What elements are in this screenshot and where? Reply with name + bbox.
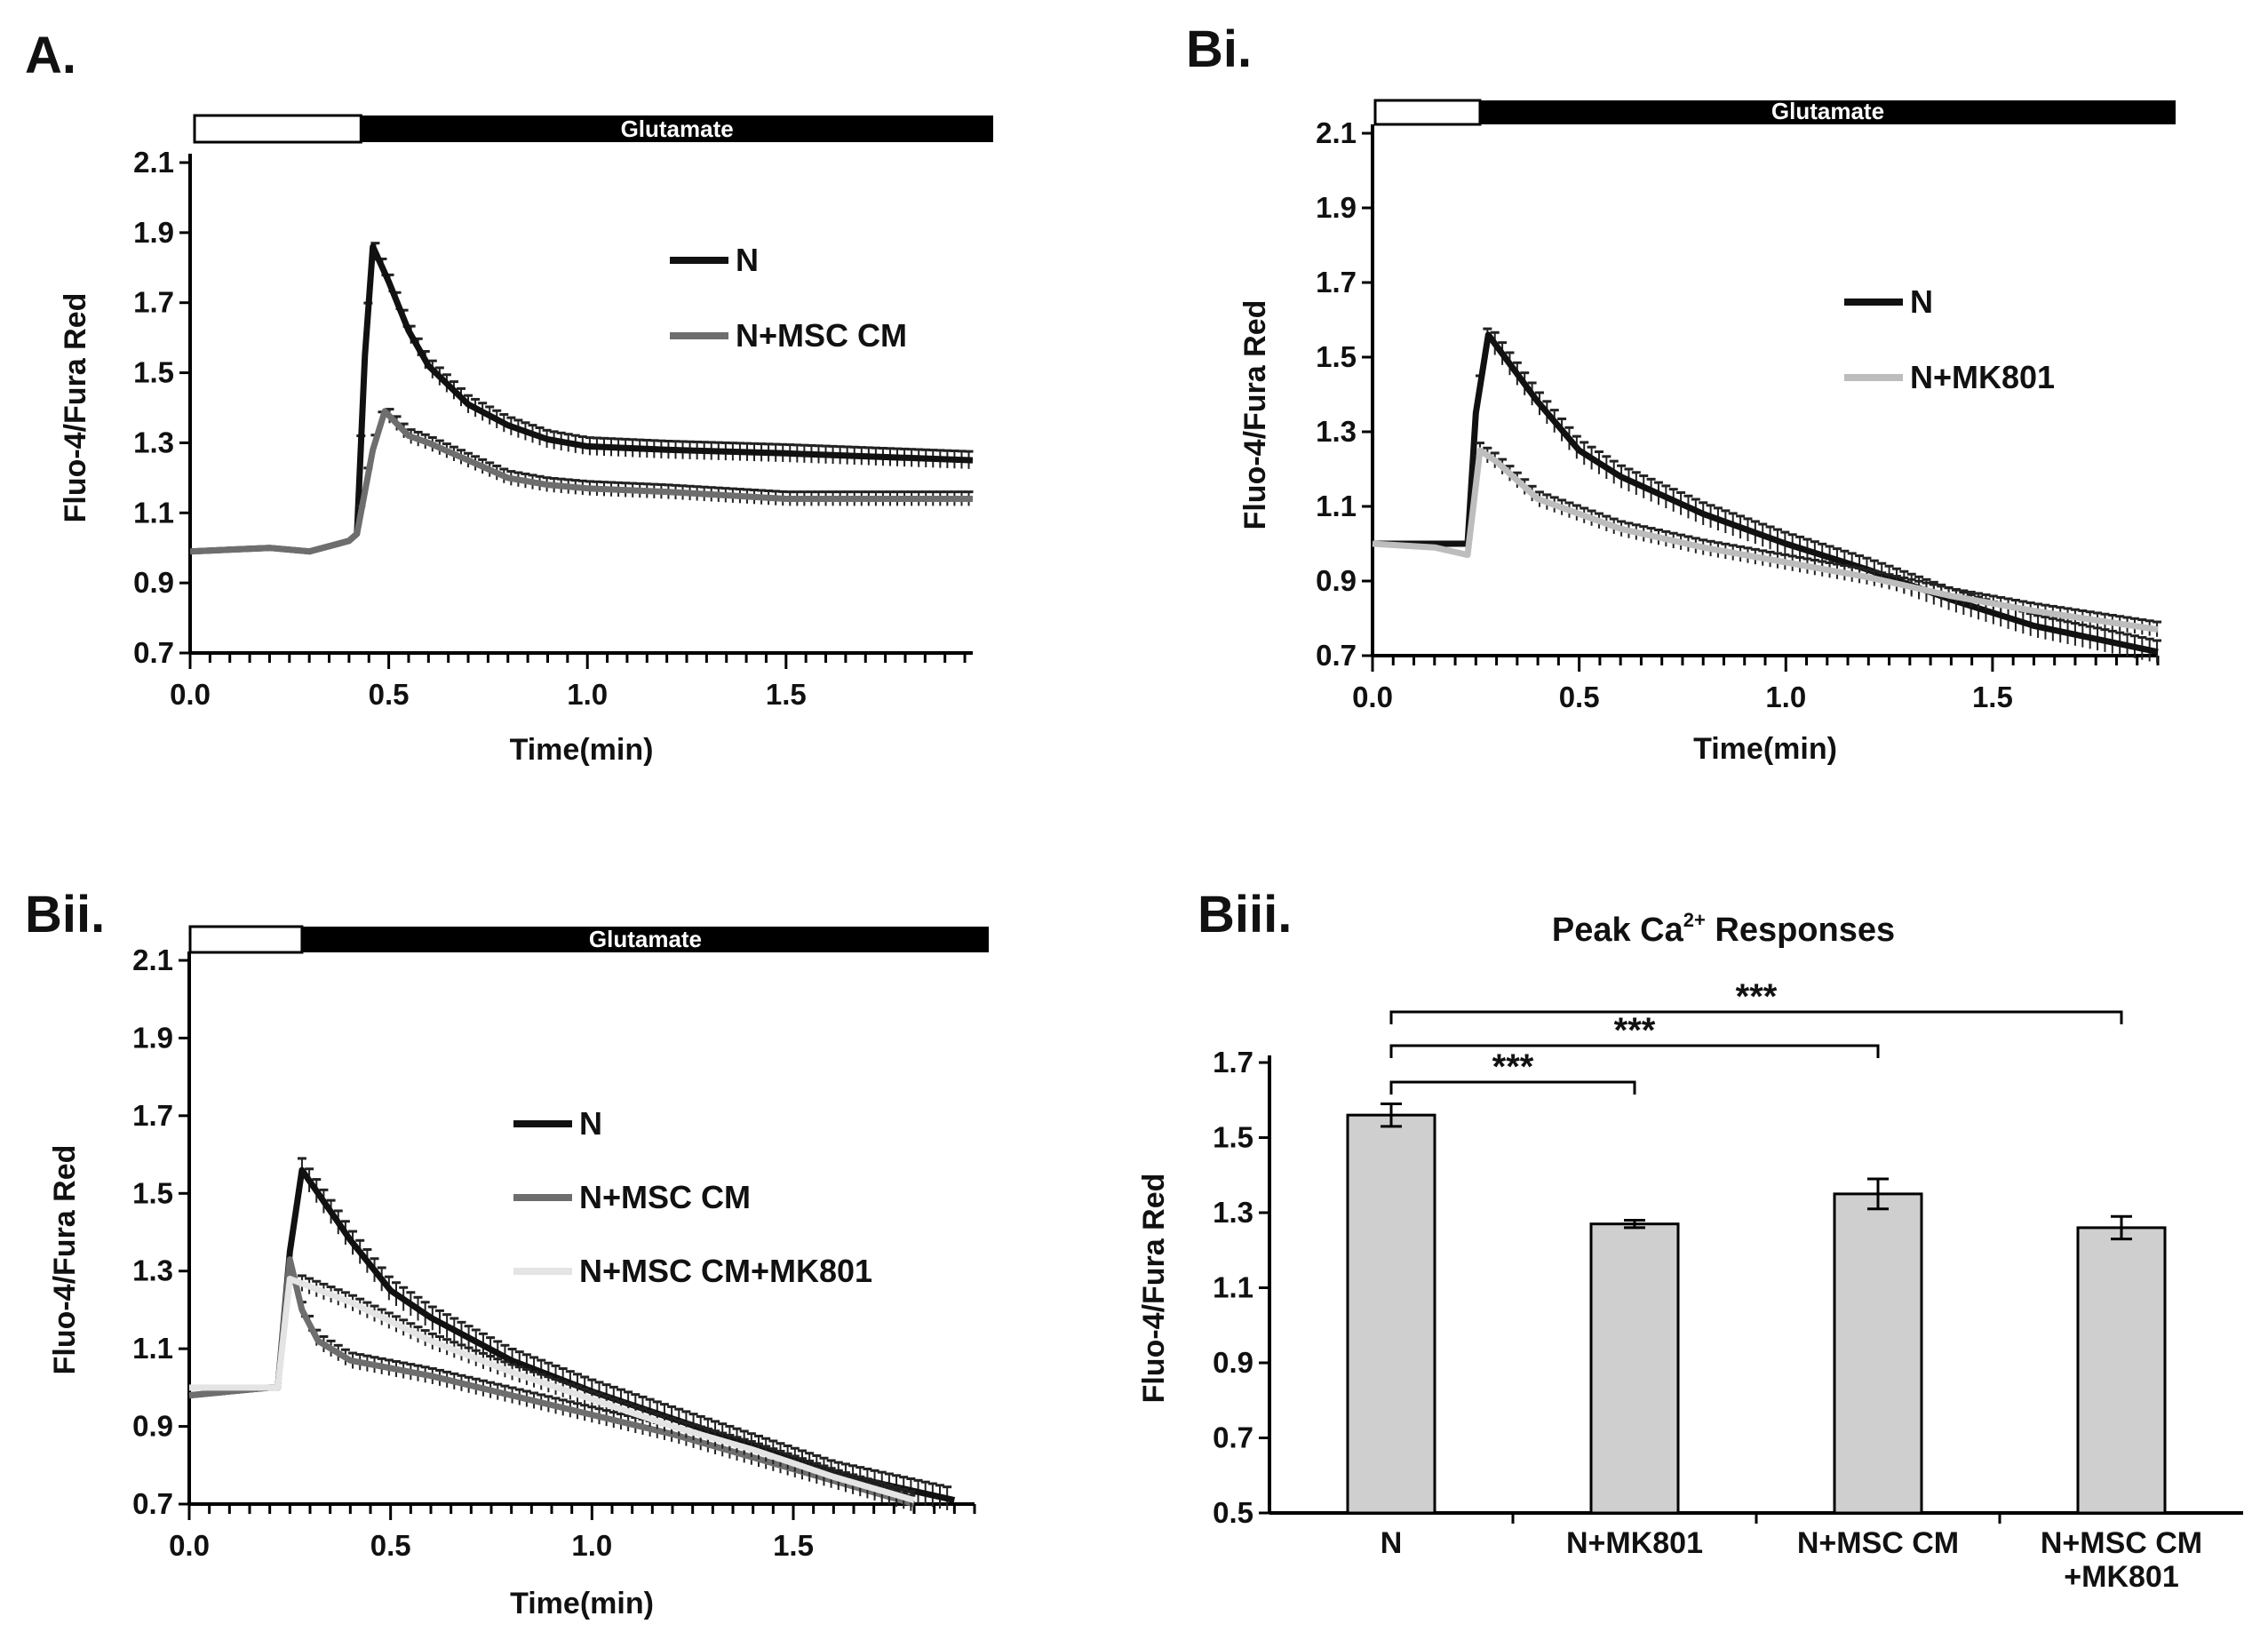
a-series-n bbox=[189, 243, 974, 555]
a-y-tick-label: 0.9 bbox=[133, 566, 174, 599]
biii-category-label: N+MSC CM bbox=[1797, 1526, 1959, 1560]
biii-y-tick-label: 1.3 bbox=[1213, 1196, 1253, 1229]
a-series-n-msc-cm bbox=[189, 408, 973, 555]
a-y-tick-label: 1.1 bbox=[133, 496, 174, 529]
biii-significance-bracket bbox=[1389, 1010, 2123, 1024]
bi-legend-label: N bbox=[1910, 283, 1933, 320]
biii-bar-0 bbox=[1346, 1113, 1436, 1515]
bi-baseline-bar bbox=[1373, 99, 1482, 126]
biii-significance-label: *** bbox=[1614, 1011, 1656, 1050]
bi-x-tick-label: 1.0 bbox=[1765, 681, 1806, 713]
bii-series-n bbox=[188, 1166, 956, 1504]
biii-category-label: N+MK801 bbox=[1566, 1526, 1703, 1560]
biii-title-sup: 2+ bbox=[1683, 909, 1706, 931]
a-legend-label: N+MSC CM bbox=[736, 317, 907, 354]
biii-significance-bracket bbox=[1389, 1044, 1880, 1058]
biii-panel-label: Biii. bbox=[1198, 886, 1292, 943]
bii-x-tick-label: 0.5 bbox=[370, 1529, 411, 1562]
bi-y-tick-label: 1.5 bbox=[1316, 340, 1357, 373]
biii-y-tick-label: 0.7 bbox=[1213, 1421, 1253, 1454]
bi-panel-label: Bi. bbox=[1186, 20, 1252, 78]
bii-x-axis-title: Time(min) bbox=[510, 1587, 654, 1620]
bi-glutamate-label: Glutamate bbox=[1771, 98, 1884, 124]
a-x-tick-label: 1.5 bbox=[766, 678, 807, 711]
bii-glutamate-label: Glutamate bbox=[589, 926, 702, 952]
biii-category-label: N+MSC CM bbox=[2041, 1526, 2202, 1560]
bii-legend-label: N bbox=[579, 1105, 602, 1142]
bii-legend-label: N+MSC CM bbox=[579, 1179, 751, 1215]
biii-bar-2 bbox=[1833, 1192, 1923, 1515]
bii-y-tick-label: 1.7 bbox=[132, 1099, 173, 1132]
biii-title-rest: Responses bbox=[1706, 912, 1895, 949]
bi-y-tick-label: 2.1 bbox=[1316, 116, 1357, 149]
biii-significance-label: *** bbox=[1492, 1047, 1534, 1087]
biii-category-label: N bbox=[1381, 1526, 1403, 1560]
bi-y-tick-label: 1.9 bbox=[1316, 191, 1357, 224]
bi-y-axis-title: Fluo-4/Fura Red bbox=[1238, 300, 1272, 530]
a-baseline-bar bbox=[193, 114, 362, 144]
a-x-axis-title: Time(min) bbox=[510, 733, 654, 767]
bii-y-tick-label: 0.9 bbox=[132, 1410, 173, 1443]
a-legend-label: N bbox=[736, 242, 759, 278]
biii-bar-1 bbox=[1589, 1222, 1680, 1515]
a-panel-label: A. bbox=[25, 27, 76, 84]
bi-legend-label: N+MK801 bbox=[1910, 359, 2055, 395]
biii-significance-label: *** bbox=[1736, 977, 1778, 1016]
bii-panel-label: Bii. bbox=[25, 886, 105, 943]
bi-glutamate-bar bbox=[1479, 100, 2176, 124]
bii-y-tick-label: 1.3 bbox=[132, 1254, 173, 1287]
bii-y-axis-title: Fluo-4/Fura Red bbox=[48, 1145, 82, 1375]
biii-title-main: Peak Ca bbox=[1552, 912, 1684, 949]
a-y-tick-label: 1.3 bbox=[133, 426, 174, 458]
a-x-tick-label: 1.0 bbox=[567, 678, 608, 711]
a-y-tick-label: 2.1 bbox=[133, 146, 174, 179]
bii-y-tick-label: 2.1 bbox=[132, 943, 173, 976]
biii-y-tick-label: 1.1 bbox=[1213, 1271, 1253, 1304]
bii-x-tick-label: 1.0 bbox=[571, 1529, 612, 1562]
bi-series-n-mk801 bbox=[1372, 447, 2159, 633]
a-y-tick-label: 1.9 bbox=[133, 216, 174, 249]
bii-y-tick-label: 1.5 bbox=[132, 1176, 173, 1209]
a-x-tick-label: 0.0 bbox=[170, 678, 211, 711]
biii-bar-3 bbox=[2076, 1226, 2167, 1515]
biii-significance-bracket bbox=[1389, 1080, 1636, 1095]
bii-y-tick-label: 1.9 bbox=[132, 1021, 173, 1054]
bi-x-tick-label: 1.5 bbox=[1972, 681, 2013, 713]
biii-category-label: +MK801 bbox=[2064, 1560, 2178, 1594]
bii-x-tick-label: 0.0 bbox=[169, 1529, 210, 1562]
a-y-axis-title: Fluo-4/Fura Red bbox=[59, 293, 92, 523]
bi-y-tick-label: 1.3 bbox=[1316, 415, 1357, 448]
bi-x-axis-title: Time(min) bbox=[1693, 732, 1837, 766]
bii-y-tick-label: 0.7 bbox=[132, 1487, 173, 1520]
bii-baseline-bar bbox=[188, 925, 304, 954]
bi-y-tick-label: 0.7 bbox=[1316, 639, 1357, 672]
bi-y-tick-label: 0.9 bbox=[1316, 564, 1357, 597]
biii-y-tick-label: 1.7 bbox=[1213, 1046, 1253, 1079]
a-y-tick-label: 1.7 bbox=[133, 286, 174, 319]
a-glutamate-bar bbox=[361, 115, 993, 142]
biii-y-axis-title: Fluo-4/Fura Red bbox=[1137, 1174, 1171, 1404]
a-y-tick-label: 0.7 bbox=[133, 636, 174, 669]
biii-y-tick-label: 0.5 bbox=[1213, 1496, 1253, 1529]
a-x-tick-label: 0.5 bbox=[369, 678, 410, 711]
biii-y-tick-label: 1.5 bbox=[1213, 1121, 1253, 1154]
a-y-tick-label: 1.5 bbox=[133, 356, 174, 389]
bii-legend-label: N+MSC CM+MK801 bbox=[579, 1253, 872, 1289]
biii-chart-title: Peak Ca2+ Responses bbox=[1552, 909, 1895, 949]
bi-y-tick-label: 1.7 bbox=[1316, 266, 1357, 299]
bi-x-tick-label: 0.5 bbox=[1559, 681, 1600, 713]
bii-x-tick-label: 1.5 bbox=[773, 1529, 814, 1562]
biii-y-tick-label: 0.9 bbox=[1213, 1346, 1253, 1379]
bi-x-tick-label: 0.0 bbox=[1352, 681, 1393, 713]
bi-y-tick-label: 1.1 bbox=[1316, 490, 1357, 522]
bii-y-tick-label: 1.1 bbox=[132, 1332, 173, 1365]
bii-series-n-msc-cm-mk801 bbox=[189, 1276, 915, 1503]
bii-glutamate-bar bbox=[301, 927, 989, 952]
a-glutamate-label: Glutamate bbox=[621, 115, 734, 142]
